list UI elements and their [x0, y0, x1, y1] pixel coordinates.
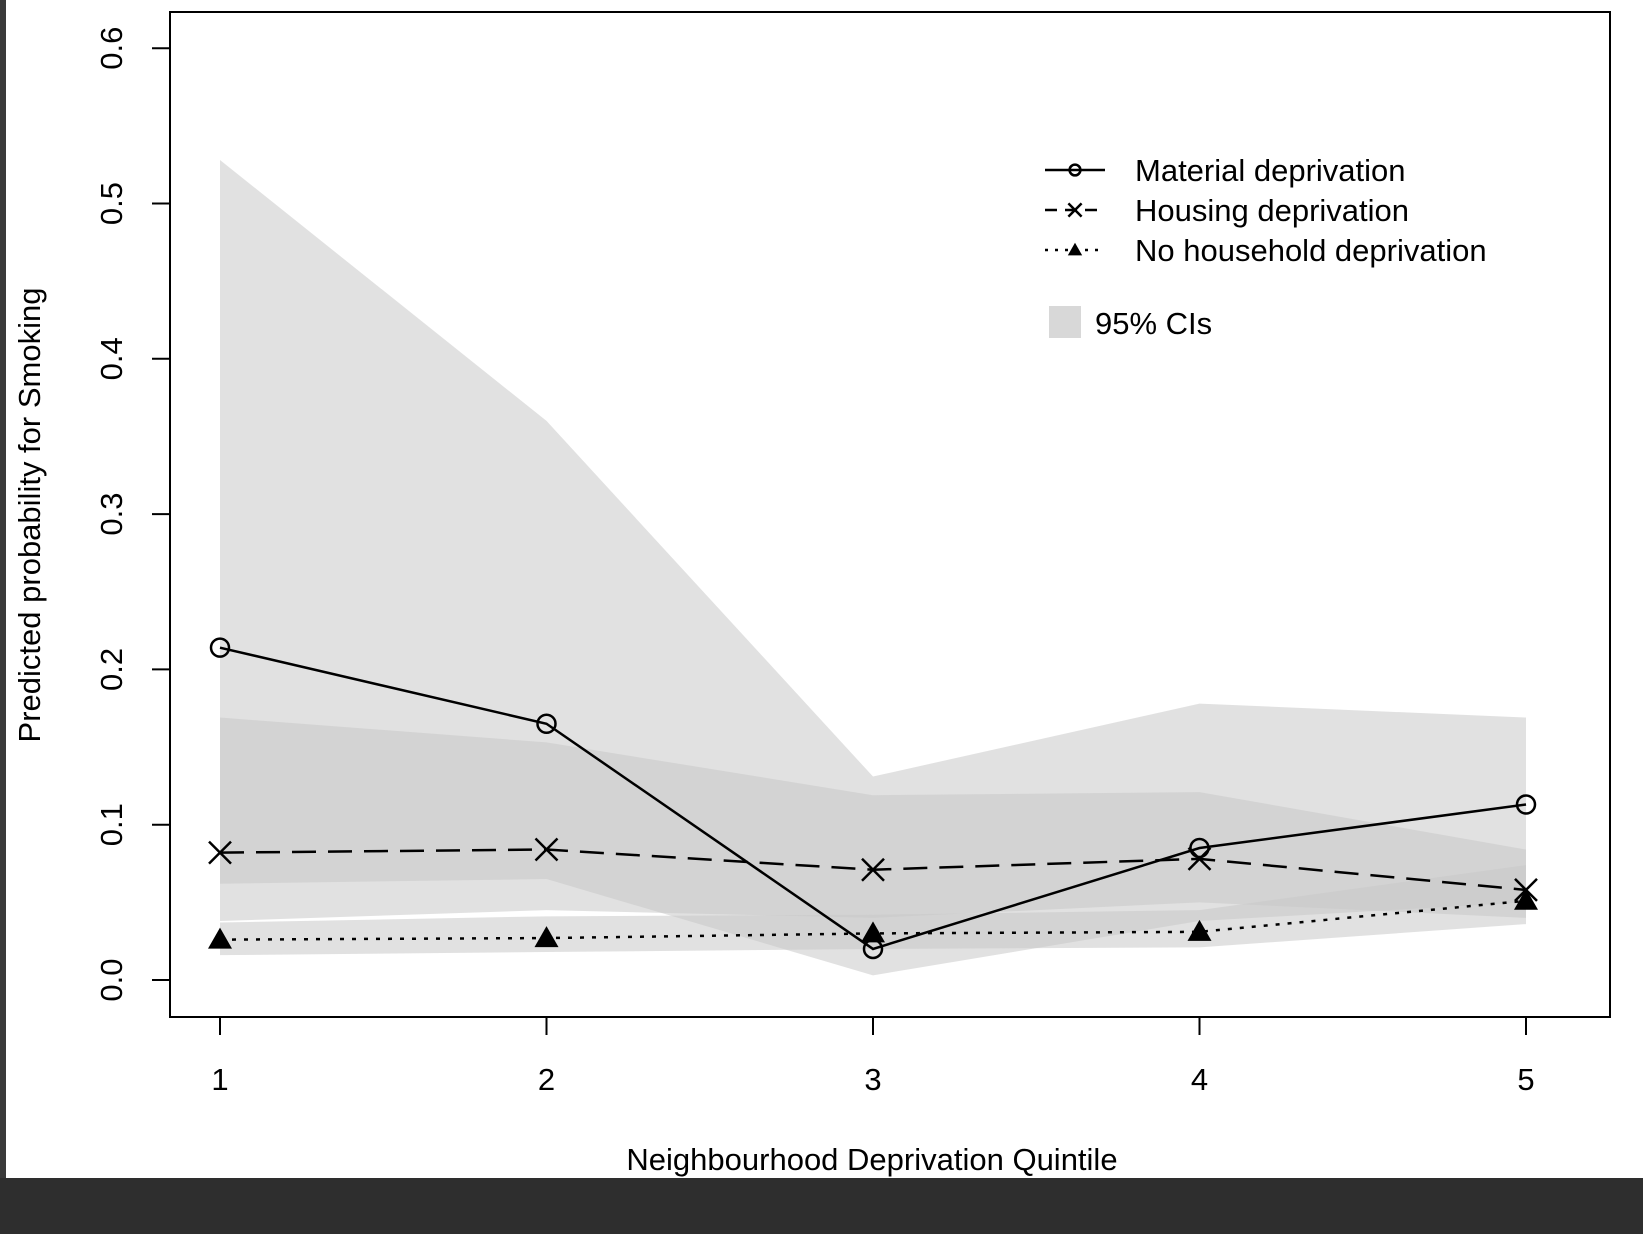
data-point-s3-1 — [208, 927, 232, 949]
legend-ci-swatch — [1049, 306, 1081, 338]
y-tick-label-4: 0.3 — [94, 493, 129, 536]
window-edge-left — [0, 0, 6, 1234]
window-edge-bottom — [0, 1178, 1643, 1234]
data-point-s1-5 — [1515, 794, 1537, 815]
data-point-s1-4 — [1189, 837, 1210, 859]
data-point-s2-1 — [208, 840, 232, 865]
legend-label-2: Housing deprivation — [1135, 193, 1409, 228]
y-tick-label-7: 0.6 — [94, 27, 129, 70]
ci-bands — [220, 160, 1526, 976]
series-line-1 — [219, 646, 1527, 951]
legend-label-3: No household deprivation — [1135, 233, 1487, 268]
legend-ci-label: 95% CIs — [1095, 306, 1212, 341]
data-point-s3-4 — [1187, 919, 1212, 941]
x-tick-label-5: 5 — [1517, 1062, 1534, 1097]
data-point-s3-5 — [1514, 888, 1538, 910]
legend: Material deprivation Housing deprivation N… — [1045, 153, 1487, 341]
y-axis-label: Predicted probability for Smoking — [12, 288, 47, 743]
ci-band-2 — [220, 717, 1526, 921]
x-tick-label-2: 2 — [538, 1062, 555, 1097]
data-point-s3-2 — [534, 926, 559, 948]
legend-marker-1 — [1068, 163, 1082, 177]
series-line-3 — [219, 899, 1527, 941]
x-tick-label-1: 1 — [211, 1062, 228, 1097]
legend-label-1: Material deprivation — [1135, 153, 1406, 188]
x-axis-label: Neighbourhood Deprivation Quintile — [626, 1142, 1117, 1177]
data-point-s2-2 — [534, 837, 559, 862]
y-tick-label-3: 0.2 — [94, 648, 129, 691]
data-point-s1-1 — [209, 637, 231, 658]
axes: 1 2 3 4 5 0.0 0.1 0.2 0.3 0.4 0.5 0.6 — [94, 27, 1535, 1097]
legend-marker-3 — [1067, 242, 1083, 256]
x-tick-label-3: 3 — [864, 1062, 881, 1097]
data-point-s3-3 — [861, 921, 885, 943]
legend-marker-2 — [1067, 202, 1083, 218]
data-point-s2-3 — [861, 857, 885, 882]
y-tick-label-6: 0.5 — [94, 182, 129, 225]
data-point-s1-2 — [536, 713, 557, 735]
data-point-s2-4 — [1187, 846, 1212, 871]
y-tick-label-2: 0.1 — [94, 803, 129, 846]
y-tick-label-5: 0.4 — [94, 337, 129, 380]
y-tick-label-1: 0.0 — [94, 958, 129, 1001]
x-tick-label-4: 4 — [1191, 1062, 1208, 1097]
series-markers — [208, 637, 1538, 960]
